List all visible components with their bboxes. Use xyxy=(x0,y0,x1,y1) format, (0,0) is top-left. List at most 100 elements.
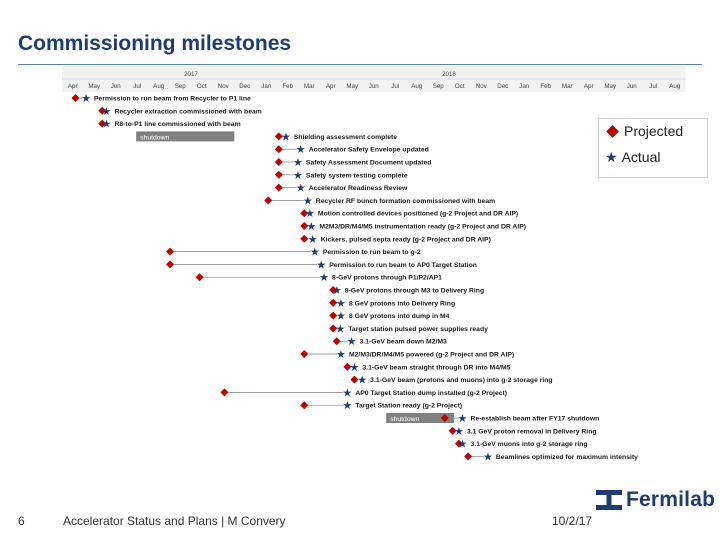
actual-star-icon: ★ xyxy=(342,387,352,399)
shutdown-bar xyxy=(136,131,235,142)
actual-star-icon: ★ xyxy=(332,285,342,297)
milestone-label: 8-GeV protons through P1/P2/AP1 xyxy=(332,275,442,282)
milestone-label: 8 GeV protons into Delivery Ring xyxy=(349,300,455,307)
projected-diamond-icon xyxy=(220,388,229,397)
month-label: Feb xyxy=(540,83,551,90)
projected-diamond-icon xyxy=(454,439,463,448)
projected-diamond-icon xyxy=(300,401,309,410)
milestone-label: AP0 Target Station dump installed (g-2 P… xyxy=(355,390,507,397)
legend-item-projected: Projected xyxy=(605,123,683,139)
month-label: Apr xyxy=(584,83,594,90)
projected-diamond-icon xyxy=(343,362,352,371)
presentation-footer: Accelerator Status and Plans | M Convery xyxy=(63,514,286,528)
milestone-label: 8-GeV protons through M3 to Delivery Rin… xyxy=(345,288,484,295)
actual-star-icon: ★ xyxy=(293,157,303,169)
actual-star-icon: ★ xyxy=(347,336,357,348)
milestone-label: Re-establish beam after FY17 shutdown xyxy=(470,416,599,423)
actual-star-icon: ★ xyxy=(454,426,464,438)
projected-diamond-icon xyxy=(264,196,273,205)
month-label: Jan xyxy=(519,83,530,90)
month-label: Apr xyxy=(326,83,336,90)
projected-diamond-icon xyxy=(274,145,283,154)
actual-star-icon: ★ xyxy=(336,349,346,361)
milestone-label: 8 GeV protons into dump in M4 xyxy=(349,313,450,320)
projected-diamond-icon xyxy=(329,286,338,294)
actual-star-icon: ★ xyxy=(316,259,326,271)
month-label: Aug xyxy=(153,83,165,90)
month-label: Jun xyxy=(111,83,122,90)
month-label: May xyxy=(604,83,617,90)
title-divider xyxy=(18,64,702,65)
milestone-label: Permission to run beam from Recycler to … xyxy=(94,96,251,103)
milestone-label: Accelerator Safety Envelope updated xyxy=(309,147,429,154)
projected-diamond-icon xyxy=(98,119,107,128)
actual-star-icon: ★ xyxy=(306,221,316,233)
actual-star-icon: ★ xyxy=(605,149,618,165)
legend-label-projected: Projected xyxy=(624,123,684,139)
projected-diamond-icon xyxy=(440,414,449,422)
milestone-label: 3.1 GeV proton removal in Delivery Ring xyxy=(467,428,597,435)
projected-diamond-icon xyxy=(300,222,309,230)
milestone-label: Safety system testing complete xyxy=(306,172,408,179)
projected-diamond-icon xyxy=(329,311,338,320)
shutdown-label: shutdown xyxy=(390,416,419,423)
projected-diamond-icon xyxy=(332,337,341,346)
projected-diamond-icon xyxy=(71,94,80,102)
month-label: Sep xyxy=(175,83,187,90)
actual-star-icon: ★ xyxy=(293,170,303,182)
fermilab-mark-icon xyxy=(596,490,622,510)
footer-date: 10/2/17 xyxy=(552,514,593,528)
projected-diamond-icon xyxy=(166,260,175,269)
milestone-label: Beamlines optimized for maximum intensit… xyxy=(496,454,638,461)
month-label: Sep xyxy=(433,83,445,90)
actual-star-icon: ★ xyxy=(319,272,329,284)
milestone-label: M2M3/DR/M4/M5 instrumentation ready (g-2… xyxy=(319,224,526,231)
actual-star-icon: ★ xyxy=(335,323,345,335)
actual-star-icon: ★ xyxy=(305,208,315,220)
milestone-label: Kickers, pulsed septa ready (g-2 Project… xyxy=(321,236,491,243)
shutdown-label: shutdown xyxy=(140,134,169,141)
milestone-label: R8-to-P1 line commissioned with beam xyxy=(114,121,240,128)
milestone-label: Shielding assessment complete xyxy=(294,134,397,141)
month-label: Jan xyxy=(261,83,272,90)
milestone-label: 3.1-GeV beam down M2/M3 xyxy=(360,339,447,346)
milestone-label: 3.1-GeV beam (protons and muons) into g-… xyxy=(370,377,552,384)
milestone-label: Target Station ready (g-2 Project) xyxy=(355,403,462,410)
milestone-label: M2/M3/DR/M4/M5 powered (g-2 Project and … xyxy=(349,352,514,359)
fermilab-wordmark: Fermilab xyxy=(626,488,716,511)
projected-diamond-icon xyxy=(98,106,107,115)
actual-star-icon: ★ xyxy=(357,375,367,387)
actual-star-icon: ★ xyxy=(296,183,306,195)
milestone-label: Target station pulsed power supplies rea… xyxy=(348,326,488,333)
month-label: Jul xyxy=(391,83,399,90)
actual-star-icon: ★ xyxy=(310,247,320,259)
legend-label-actual: Actual xyxy=(621,149,661,165)
actual-star-icon: ★ xyxy=(308,234,318,246)
actual-star-icon: ★ xyxy=(281,131,291,143)
actual-star-icon: ★ xyxy=(102,119,112,131)
actual-star-icon: ★ xyxy=(81,93,91,105)
milestone-label: Recycler RF bunch formation commissioned… xyxy=(316,198,495,205)
milestone-label: Accelerator Readiness Review xyxy=(309,185,408,192)
month-label: Dec xyxy=(497,83,508,90)
projected-diamond-icon xyxy=(274,158,283,166)
actual-star-icon: ★ xyxy=(296,144,306,156)
month-label: Jul xyxy=(649,83,657,90)
milestone-label: Safety Assessment Document updated xyxy=(306,160,432,167)
actual-star-icon: ★ xyxy=(349,362,359,374)
month-label: Nov xyxy=(218,83,230,90)
actual-star-icon: ★ xyxy=(458,439,468,451)
milestone-label: Permission to run beam to g-2 xyxy=(323,249,421,256)
month-label: May xyxy=(346,83,359,90)
actual-star-icon: ★ xyxy=(303,195,313,207)
actual-star-icon: ★ xyxy=(336,311,346,323)
month-label: Jul xyxy=(133,83,141,90)
month-label: Aug xyxy=(411,83,423,90)
legend-item-actual: ★ Actual xyxy=(605,149,660,165)
actual-star-icon: ★ xyxy=(336,298,346,310)
month-label: Apr xyxy=(68,83,78,90)
milestone-label: 3.1-GeV muons into g-2 storage ring xyxy=(470,441,587,448)
projected-diamond-icon xyxy=(350,375,359,384)
